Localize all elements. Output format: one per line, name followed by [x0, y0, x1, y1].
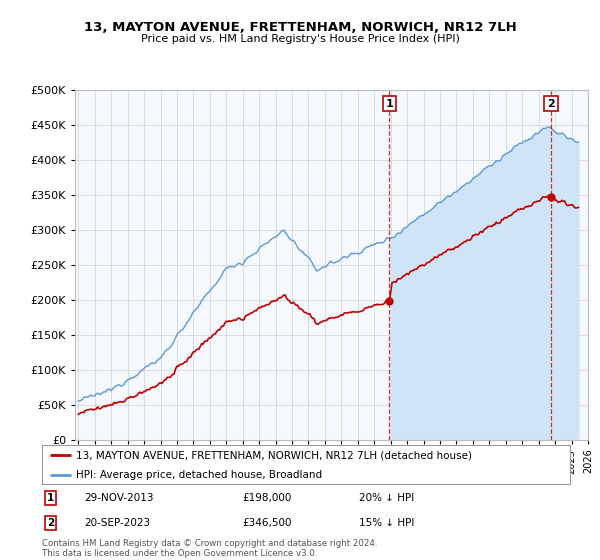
Text: Price paid vs. HM Land Registry's House Price Index (HPI): Price paid vs. HM Land Registry's House … [140, 34, 460, 44]
Text: 2: 2 [547, 99, 555, 109]
Text: 20-SEP-2023: 20-SEP-2023 [84, 518, 151, 528]
Text: 1: 1 [47, 493, 54, 503]
Text: £198,000: £198,000 [242, 493, 292, 503]
Text: HPI: Average price, detached house, Broadland: HPI: Average price, detached house, Broa… [76, 470, 322, 479]
Text: £346,500: £346,500 [242, 518, 292, 528]
Text: 15% ↓ HPI: 15% ↓ HPI [359, 518, 414, 528]
Text: 13, MAYTON AVENUE, FRETTENHAM, NORWICH, NR12 7LH (detached house): 13, MAYTON AVENUE, FRETTENHAM, NORWICH, … [76, 450, 472, 460]
Text: 29-NOV-2013: 29-NOV-2013 [84, 493, 154, 503]
Text: 2: 2 [47, 518, 54, 528]
Text: 1: 1 [385, 99, 393, 109]
Text: 20% ↓ HPI: 20% ↓ HPI [359, 493, 414, 503]
Text: 13, MAYTON AVENUE, FRETTENHAM, NORWICH, NR12 7LH: 13, MAYTON AVENUE, FRETTENHAM, NORWICH, … [83, 21, 517, 34]
Text: Contains HM Land Registry data © Crown copyright and database right 2024.
This d: Contains HM Land Registry data © Crown c… [42, 539, 377, 558]
